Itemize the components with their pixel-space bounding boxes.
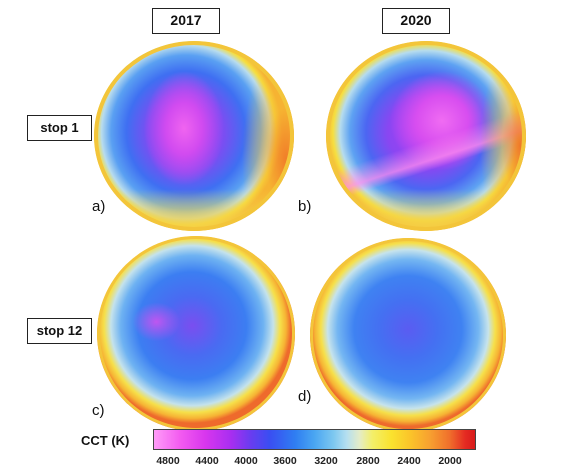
panel-label-c: c) [92, 402, 105, 419]
colorbar-tick: 3600 [273, 455, 297, 467]
colorbar-tick-labels: 4800 4400 4000 3600 3200 2800 2400 2000 [0, 455, 581, 471]
colorbar-tick: 3200 [314, 455, 338, 467]
row-header-stop-12: stop 12 [27, 318, 92, 344]
row-header-stop-1: stop 1 [27, 115, 92, 141]
colorbar-tick: 4800 [156, 455, 180, 467]
colorbar-tick: 4000 [234, 455, 258, 467]
sky-map-stop-12-2020 [310, 238, 506, 432]
colorbar-title: CCT (K) [81, 433, 130, 448]
panel-label-a: a) [92, 198, 106, 215]
cct-colorbar [153, 429, 476, 450]
column-header-2017: 2017 [152, 8, 220, 34]
sky-map-stop-1-2020 [326, 41, 526, 231]
colorbar-tick: 2800 [356, 455, 380, 467]
colorbar-tick: 2400 [397, 455, 421, 467]
sky-map-stop-1-2017 [94, 41, 294, 231]
sky-map-stop-12-2017 [97, 236, 295, 431]
colorbar-tick: 2000 [438, 455, 462, 467]
panel-label-b: b) [298, 198, 312, 215]
column-header-2020: 2020 [382, 8, 450, 34]
colorbar-tick: 4400 [195, 455, 219, 467]
panel-label-d: d) [298, 388, 312, 405]
